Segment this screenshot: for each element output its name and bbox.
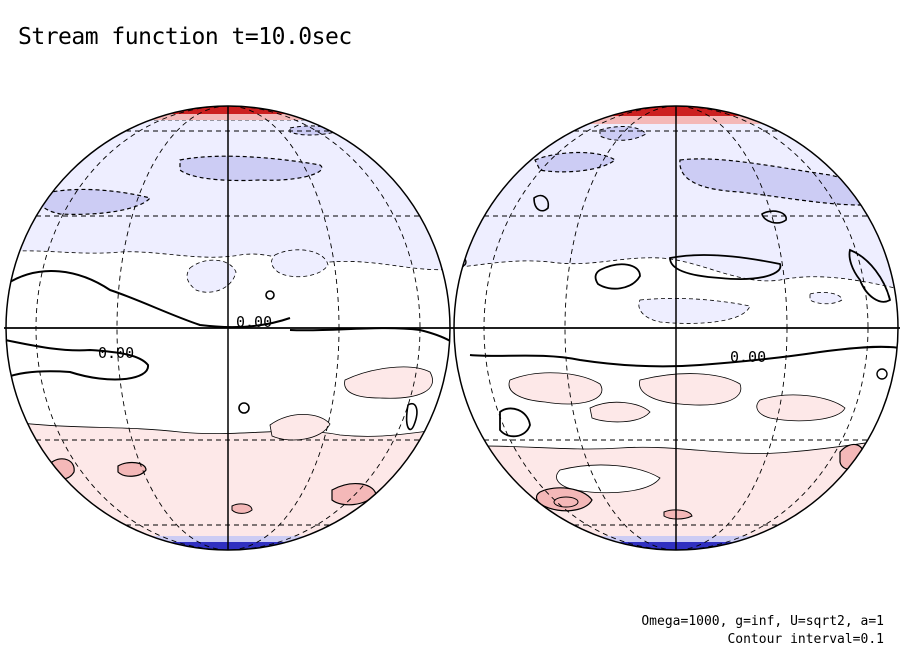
- right-negative-patch: [679, 158, 874, 206]
- right-hemisphere: 0.00: [453, 105, 899, 551]
- right-positive-patch: [756, 394, 846, 422]
- right-zero-contour: [469, 345, 898, 368]
- left-negative-band: [6, 119, 450, 271]
- right-positive-core: [663, 509, 693, 520]
- left-negative-patch: [179, 155, 323, 182]
- right-negative-patch: [599, 126, 647, 141]
- left-positive-core: [117, 461, 147, 477]
- right-negative-patch: [638, 297, 751, 324]
- left-positive-patch: [344, 366, 433, 399]
- right-positive-patch: [508, 372, 603, 405]
- right-positive-patch: [589, 401, 651, 423]
- right-white-hole: [556, 464, 661, 494]
- left-zero-contour: [6, 270, 291, 329]
- left-positive-core: [331, 483, 377, 506]
- contour-interval-note: Contour interval=0.1: [727, 632, 884, 647]
- figure-title: Stream function t=10.0sec: [18, 24, 352, 50]
- left-negative-patch: [186, 259, 237, 293]
- right-positive-patch: [639, 373, 742, 406]
- right-negative-patch: [534, 151, 617, 173]
- left-positive-patch: [269, 414, 331, 441]
- left-contour-label-lower: 0.00: [98, 344, 134, 362]
- left-zero-contour: [289, 327, 450, 346]
- right-positive-core: [839, 443, 865, 470]
- right-negative-patch: [809, 292, 843, 305]
- left-contour-label-upper: 0.00: [236, 313, 272, 331]
- right-contour-label: 0.00: [730, 348, 766, 366]
- left-hemisphere: 0.00 0.00: [5, 105, 451, 551]
- left-negative-patch: [271, 249, 329, 278]
- left-zero-contour: [6, 339, 149, 381]
- left-positive-core: [231, 503, 253, 514]
- parameters-note: Omega=1000, g=inf, U=sqrt2, a=1: [641, 614, 884, 629]
